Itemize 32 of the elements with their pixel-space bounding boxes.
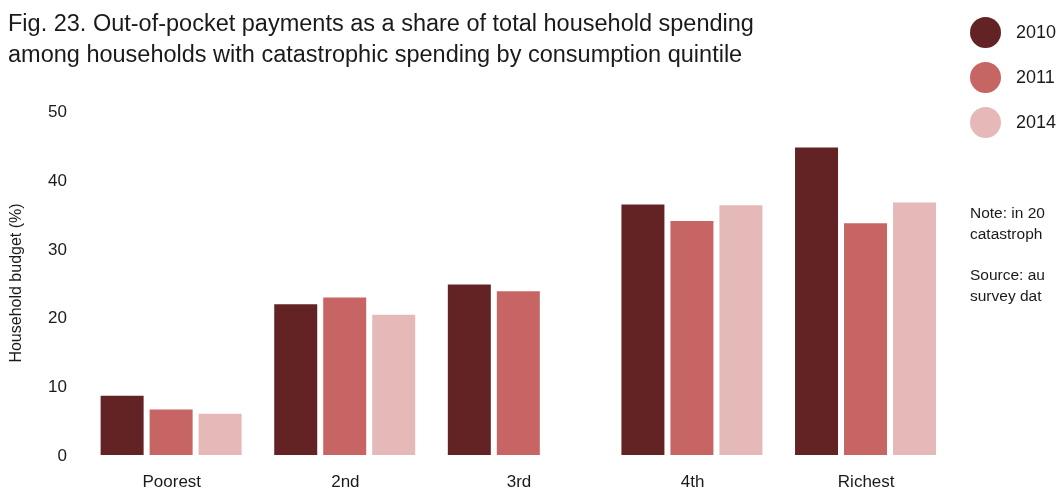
bar xyxy=(795,147,839,455)
bar xyxy=(893,202,937,455)
bar xyxy=(670,221,714,455)
y-tick-label: 0 xyxy=(57,446,67,466)
x-tick-label: 4th xyxy=(680,472,705,492)
text: Note: in 20 catastroph xyxy=(970,203,1045,244)
bar xyxy=(844,223,888,455)
bar xyxy=(100,395,144,455)
legend-label: 2011 xyxy=(1016,66,1055,88)
bar xyxy=(496,291,540,455)
bar xyxy=(719,205,763,455)
y-tick-label: 30 xyxy=(48,239,67,259)
bar xyxy=(621,204,665,455)
x-tick-label: 2nd xyxy=(331,472,360,492)
y-tick-label: 40 xyxy=(48,170,67,190)
chart-title: Fig. 23. Out-of-pocket payments as a share of total household spending among households with catastrophic spending by consumption quintile xyxy=(8,9,754,69)
y-tick-label: 50 xyxy=(48,102,67,122)
legend-label: 2014 xyxy=(1016,111,1057,133)
x-tick-label: Richest xyxy=(837,472,895,492)
bar xyxy=(198,413,242,455)
bar xyxy=(274,304,318,455)
y-tick-label: 20 xyxy=(48,308,67,328)
x-tick-label: 3rd xyxy=(506,472,532,492)
bar xyxy=(149,409,193,455)
legend-label: 2010 xyxy=(1016,21,1057,43)
bar xyxy=(323,297,367,455)
y-tick-label: 10 xyxy=(48,377,67,397)
bar xyxy=(372,314,416,455)
source-note: Source: au survey dat xyxy=(970,265,1045,306)
x-tick-label: Poorest xyxy=(142,472,202,492)
bar xyxy=(447,284,491,455)
y-axis-title: Household budget (%) xyxy=(6,203,24,363)
